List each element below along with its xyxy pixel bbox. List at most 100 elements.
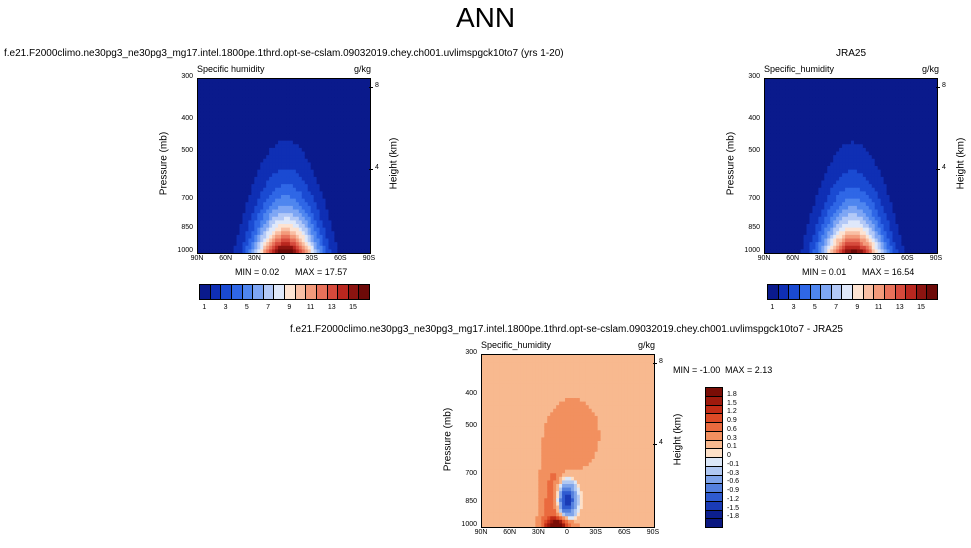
panel1-cell: [242, 242, 247, 247]
panel1-units-label: g/kg: [354, 64, 372, 74]
panel1-cell: [298, 202, 303, 207]
panel2-cell: [773, 173, 778, 178]
panel2-cell: [776, 158, 781, 163]
panel1-cell: [198, 220, 202, 225]
panel1-cell: [313, 108, 318, 113]
panel1-cell: [266, 137, 270, 142]
panel2-cell: [851, 169, 855, 174]
panel1-cell: [316, 195, 321, 200]
panel2-cell: [782, 238, 787, 243]
panel1-cell: [331, 173, 336, 178]
panel2-cell: [800, 234, 805, 240]
panel1-cell: [257, 187, 261, 192]
panel2-cell: [862, 89, 867, 95]
panel1-cell: [346, 220, 350, 225]
panel2-cell: [871, 140, 876, 145]
panel2-cell: [788, 198, 793, 203]
panel1-cell: [236, 147, 241, 153]
panel1-cell: [221, 213, 226, 218]
panel2-cell: [830, 249, 834, 253]
panel2-cell: [871, 191, 876, 196]
panel2-cell: [839, 118, 843, 124]
panel1-cell: [301, 245, 306, 250]
panel2-cell: [788, 97, 793, 102]
panel2-cell: [842, 82, 846, 87]
panel1-cell: [248, 180, 252, 185]
panel2-cell: [830, 180, 834, 185]
panel1-cell: [257, 220, 261, 225]
panel2-cell: [779, 205, 784, 211]
panel2-cell: [886, 169, 891, 174]
panel2-cell: [836, 86, 840, 91]
panel2-cell: [830, 151, 834, 156]
panel1-cell: [239, 147, 244, 153]
panel1-cell: [343, 158, 347, 163]
panel1-cell: [343, 187, 347, 192]
panel1-cell: [284, 216, 288, 221]
panel1-cell: [337, 216, 341, 221]
panel2-cell: [785, 126, 790, 131]
panel1-cell: [313, 234, 318, 240]
panel1-cell: [358, 104, 362, 109]
panel1-cell: [310, 162, 315, 167]
panel2-cell: [797, 147, 802, 153]
panel1-cell: [310, 111, 315, 116]
panel2-cell: [865, 184, 870, 189]
panel1-colorbar: 1 3 5 7 9 11 13 15: [199, 284, 370, 311]
panel2-cell: [880, 151, 885, 156]
panel2-cell: [892, 176, 897, 182]
panel1-cell: [269, 140, 273, 145]
panel1-cell: [307, 147, 312, 153]
panel1-cell: [349, 100, 353, 105]
panel1-cell: [266, 169, 270, 174]
panel2-cell: [788, 245, 793, 250]
panel1-cell: [224, 238, 229, 243]
panel1-cell: [310, 169, 315, 174]
panel2-cell: [785, 111, 790, 116]
panel1-cell: [334, 216, 338, 221]
panel1-cell: [334, 82, 338, 87]
panel1-cell: [349, 166, 353, 171]
panel2-cell: [886, 118, 891, 124]
panel1-cell: [227, 129, 232, 134]
panel1-cell: [298, 227, 303, 232]
panel1-cell: [301, 242, 306, 247]
panel2-cell: [806, 220, 811, 225]
panel2-cell: [895, 231, 900, 236]
panel1-cell: [242, 245, 247, 250]
panel1-cell: [319, 133, 324, 138]
panel1-cell: [349, 86, 353, 91]
panel1-cell: [233, 169, 238, 174]
panel1-cell: [206, 126, 211, 131]
panel2-cell: [874, 187, 879, 192]
panel2-cell: [868, 205, 873, 211]
panel1-cell: [281, 187, 285, 192]
panel1-cell: [257, 216, 261, 221]
panel1-cell: [364, 129, 368, 134]
panel1-cell: [325, 162, 330, 167]
panel1-cell: [292, 100, 297, 105]
panel1-cell: [260, 122, 264, 127]
panel1-cell: [251, 249, 255, 253]
panel1-cell: [215, 195, 220, 200]
panel2-cell: [797, 202, 802, 207]
panel1-cell: [209, 137, 214, 142]
panel1-cell: [304, 162, 309, 167]
panel1-cell: [236, 82, 241, 87]
panel2-cell: [851, 108, 855, 113]
panel2-cell: [862, 245, 867, 250]
panel1-cell: [269, 147, 273, 153]
panel1-cell: [212, 89, 217, 95]
panel1-cell: [325, 115, 330, 120]
panel1-cell: [301, 166, 306, 171]
panel2-cell: [851, 180, 855, 185]
panel2-cell: [886, 144, 891, 149]
panel1-cell: [245, 198, 250, 203]
panel2-cell: [782, 224, 787, 229]
panel2-cell: [848, 187, 852, 192]
panel1-cell: [230, 213, 235, 218]
panel2-cell: [803, 82, 808, 87]
panel2-cell: [836, 209, 840, 214]
panel1-cell: [343, 82, 347, 87]
panel2-cell: [773, 151, 778, 156]
